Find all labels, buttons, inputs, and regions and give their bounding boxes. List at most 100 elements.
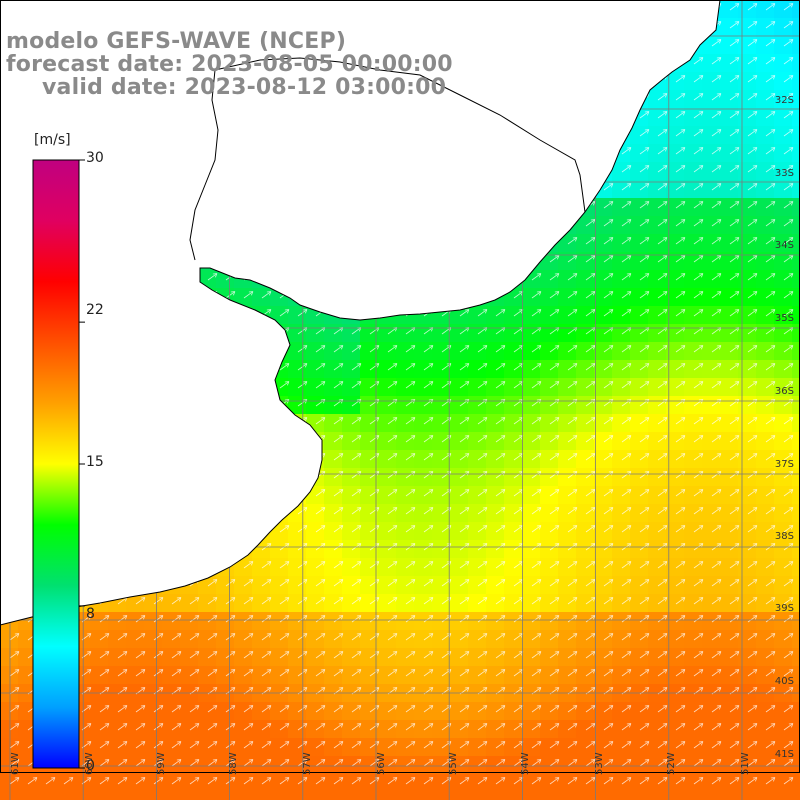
wind-arrow [711, 111, 722, 119]
field-cell [594, 306, 613, 325]
field-cell [432, 450, 451, 469]
field-cell [288, 576, 307, 595]
field-cell [324, 720, 343, 739]
field-cell [720, 72, 739, 91]
field-cell [18, 630, 37, 649]
field-cell [792, 180, 800, 199]
field-cell [702, 396, 721, 415]
field-cell [522, 702, 541, 721]
wind-arrow [639, 237, 650, 245]
field-cell [342, 558, 361, 577]
field-cell [450, 414, 469, 433]
field-cell [90, 612, 109, 631]
field-cell [288, 720, 307, 739]
field-cell [504, 306, 523, 325]
field-cell [630, 378, 649, 397]
field-cell [306, 522, 325, 541]
field-cell [126, 630, 145, 649]
field-cell [522, 342, 541, 361]
field-cell [432, 432, 451, 451]
field-cell [522, 378, 541, 397]
field-cell [558, 774, 577, 793]
lon-label-60w: 60W [84, 752, 95, 775]
field-cell [774, 342, 793, 361]
field-cell [612, 270, 631, 289]
field-cell [612, 774, 631, 793]
field-cell [702, 72, 721, 91]
field-cell [486, 738, 505, 757]
field-cell [288, 792, 307, 800]
field-cell [396, 486, 415, 505]
wind-arrow [243, 291, 254, 299]
field-cell [342, 648, 361, 667]
wind-arrow [747, 129, 758, 137]
wind-arrow [621, 183, 632, 191]
field-cell [666, 468, 685, 487]
field-cell [396, 414, 415, 433]
field-cell [306, 360, 325, 379]
field-cell [720, 720, 739, 739]
field-cell [684, 666, 703, 685]
field-cell [504, 522, 523, 541]
field-cell [18, 738, 37, 757]
field-cell [108, 648, 127, 667]
wind-arrow [765, 147, 776, 155]
field-cell [18, 702, 37, 721]
field-cell [504, 756, 523, 775]
field-cell [540, 378, 559, 397]
field-cell [666, 450, 685, 469]
field-cell [288, 630, 307, 649]
field-cell [306, 342, 325, 361]
wind-arrow [693, 219, 704, 227]
field-cell [648, 486, 667, 505]
field-cell [288, 702, 307, 721]
field-cell [558, 468, 577, 487]
lat-label-40s: 40S [774, 676, 794, 687]
field-cell [684, 180, 703, 199]
field-cell [180, 774, 199, 793]
field-cell [486, 450, 505, 469]
field-cell [540, 594, 559, 613]
field-cell [666, 612, 685, 631]
field-cell [396, 432, 415, 451]
field-cell [684, 450, 703, 469]
field-cell [360, 720, 379, 739]
field-cell [360, 756, 379, 775]
field-cell [648, 180, 667, 199]
lat-label-33s: 33S [774, 168, 794, 179]
field-cell [342, 324, 361, 343]
wind-arrow [657, 183, 668, 191]
field-cell [216, 792, 235, 800]
field-cell [792, 630, 800, 649]
field-cell [486, 774, 505, 793]
wind-arrow [711, 165, 722, 173]
field-cell [432, 630, 451, 649]
field-cell [576, 594, 595, 613]
field-cell [612, 576, 631, 595]
field-cell [738, 774, 757, 793]
field-cell [558, 666, 577, 685]
field-cell [288, 738, 307, 757]
field-cell [738, 738, 757, 757]
field-cell [702, 702, 721, 721]
wind-arrow [657, 273, 668, 281]
field-cell [666, 126, 685, 145]
wind-arrow [783, 129, 794, 137]
field-cell [738, 486, 757, 505]
field-cell [468, 378, 487, 397]
field-cell [702, 774, 721, 793]
field-cell [774, 216, 793, 235]
field-cell [414, 792, 433, 800]
field-cell [378, 594, 397, 613]
field-cell [342, 576, 361, 595]
field-cell [324, 576, 343, 595]
field-cell [270, 612, 289, 631]
field-cell [684, 144, 703, 163]
field-cell [720, 0, 739, 19]
field-cell [756, 756, 775, 775]
wind-arrow [567, 291, 578, 299]
field-cell [216, 630, 235, 649]
field-cell [144, 702, 163, 721]
wind-arrow [729, 39, 740, 47]
field-cell [702, 468, 721, 487]
